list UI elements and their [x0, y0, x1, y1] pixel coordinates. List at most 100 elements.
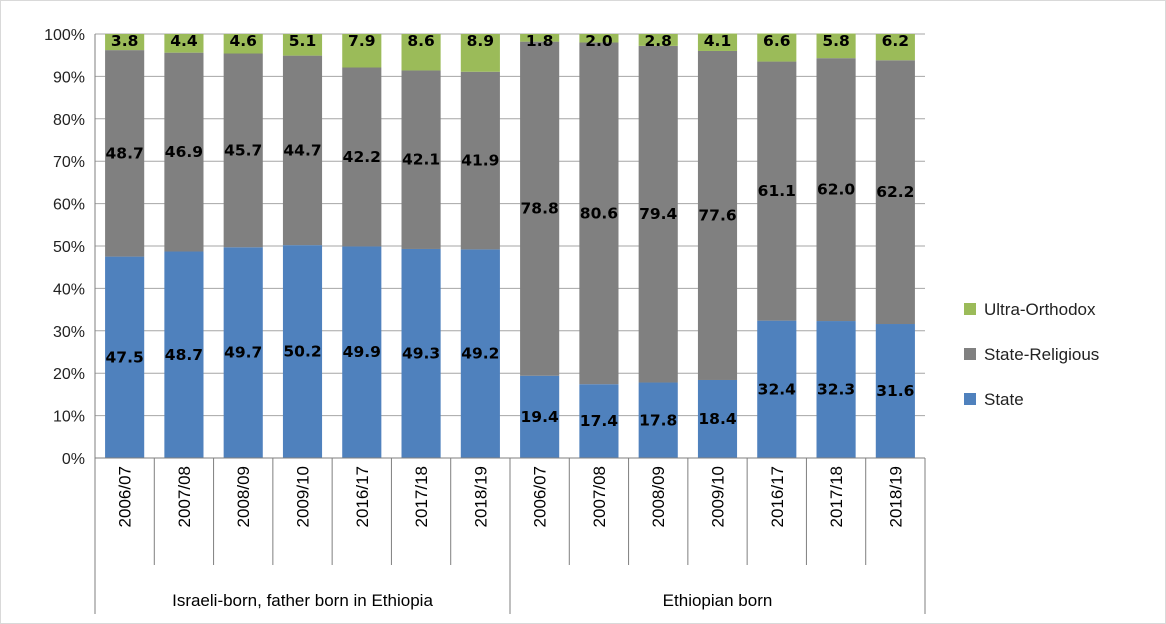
y-tick-label: 40% — [53, 281, 85, 298]
data-label: 49.7 — [224, 344, 262, 362]
data-label: 18.4 — [698, 410, 736, 428]
x-category-label: 2016/17 — [353, 466, 372, 527]
x-category-label: 2009/10 — [709, 466, 728, 527]
x-category-label: 2018/19 — [886, 466, 905, 527]
data-label: 8.9 — [467, 32, 494, 50]
bar-segment — [757, 61, 797, 321]
y-tick-label: 20% — [53, 366, 85, 383]
bar-segment — [579, 384, 619, 458]
legend-label: State-Religious — [984, 345, 1099, 364]
data-label: 1.8 — [526, 32, 553, 50]
data-label: 61.1 — [758, 182, 796, 200]
y-tick-label: 30% — [53, 324, 85, 341]
bar-segment — [223, 53, 263, 248]
data-label: 17.4 — [580, 412, 618, 430]
x-category-label: 2007/08 — [175, 466, 194, 527]
bar-segment — [638, 34, 678, 46]
bar-segment — [223, 247, 263, 458]
bar-segment — [105, 256, 145, 458]
bar-segment — [401, 34, 441, 71]
legend-swatch — [964, 393, 976, 405]
y-tick-label: 100% — [44, 27, 85, 44]
data-label: 44.7 — [283, 141, 321, 159]
y-tick-label: 10% — [53, 409, 85, 426]
x-category-label: 2006/07 — [531, 466, 550, 527]
bars — [105, 33, 915, 458]
data-label: 50.2 — [283, 343, 321, 361]
data-label: 32.3 — [817, 381, 855, 399]
bar-segment — [638, 45, 678, 383]
data-label: 41.9 — [461, 152, 499, 170]
bar-segment — [342, 67, 382, 247]
y-tick-label: 80% — [53, 112, 85, 129]
bar-segment — [105, 34, 145, 51]
bar-segment — [757, 33, 797, 62]
x-category-label: 2008/09 — [234, 466, 253, 527]
data-label: 4.6 — [229, 32, 256, 50]
x-category-label: 2017/18 — [827, 466, 846, 527]
x-category-label: 2006/07 — [116, 466, 135, 527]
legend: Ultra-Orthodox State-Religious State — [964, 300, 1099, 409]
bar-segment — [342, 246, 382, 458]
bar-segment — [401, 70, 441, 249]
legend-swatch — [964, 348, 976, 360]
y-tick-label: 0% — [62, 451, 85, 468]
x-category-label: 2007/08 — [590, 466, 609, 527]
bar-segment — [460, 249, 500, 458]
bar-segment — [757, 320, 797, 458]
x-category-label: 2018/19 — [471, 466, 490, 527]
bar-segment — [875, 324, 915, 458]
x-category-label: 2008/09 — [649, 466, 668, 527]
data-label: 6.2 — [882, 32, 909, 50]
data-label: 2.8 — [644, 32, 671, 50]
bar-segment — [401, 248, 441, 458]
data-label: 77.6 — [698, 206, 736, 224]
bar-segment — [579, 42, 619, 385]
data-label: 32.4 — [758, 380, 796, 398]
data-label: 17.8 — [639, 411, 677, 429]
bar-segment — [816, 58, 856, 322]
data-label: 49.2 — [461, 345, 499, 363]
bar-segment — [460, 71, 500, 250]
data-label: 42.2 — [343, 148, 381, 166]
bar-segment — [282, 245, 323, 458]
legend-swatch — [964, 303, 976, 315]
data-label: 7.9 — [348, 32, 375, 50]
data-label: 78.8 — [521, 200, 559, 218]
y-tick-label: 50% — [53, 239, 85, 256]
data-label: 48.7 — [106, 144, 144, 162]
data-label: 6.6 — [763, 32, 790, 50]
bar-segment — [697, 33, 738, 51]
data-label: 8.6 — [407, 32, 434, 50]
bar-segment — [282, 34, 323, 56]
bar-segment — [282, 55, 323, 246]
data-label: 42.1 — [402, 151, 440, 169]
bar-segment — [638, 382, 678, 458]
data-labels: 47.5 48.7 3.8 48.7 46.9 4.4 49.7 45.7 4.6 50.2 44.… — [106, 32, 915, 430]
data-label: 31.6 — [876, 382, 914, 400]
data-label: 62.0 — [817, 181, 855, 199]
axes: 0% 10% 20% 30% 40% 50% 60% 70% 80% 90% 100% 2006/07… — [44, 27, 926, 614]
data-label: 80.6 — [580, 204, 618, 222]
x-group-label: Israeli-born, father born in Ethiopia — [172, 591, 433, 610]
y-tick-label: 90% — [53, 69, 85, 86]
data-label: 79.4 — [639, 205, 677, 223]
y-tick-label: 70% — [53, 154, 85, 171]
x-group-label: Ethiopian born — [663, 591, 773, 610]
x-category-label: 2009/10 — [294, 466, 313, 527]
x-category-label: 2017/18 — [412, 466, 431, 527]
bar-segment — [816, 321, 856, 458]
bar-segment — [697, 379, 738, 458]
bar-segment — [342, 34, 382, 68]
data-label: 3.8 — [111, 32, 138, 50]
data-label: 2.0 — [585, 32, 613, 50]
bar-segment — [875, 34, 915, 61]
bar-segment — [164, 34, 204, 53]
data-label: 19.4 — [521, 408, 559, 426]
data-label: 48.7 — [165, 346, 203, 364]
bar-segment — [164, 52, 204, 252]
bar-segment — [460, 34, 500, 72]
data-label: 45.7 — [224, 141, 262, 159]
x-category-label: 2016/17 — [768, 466, 787, 527]
